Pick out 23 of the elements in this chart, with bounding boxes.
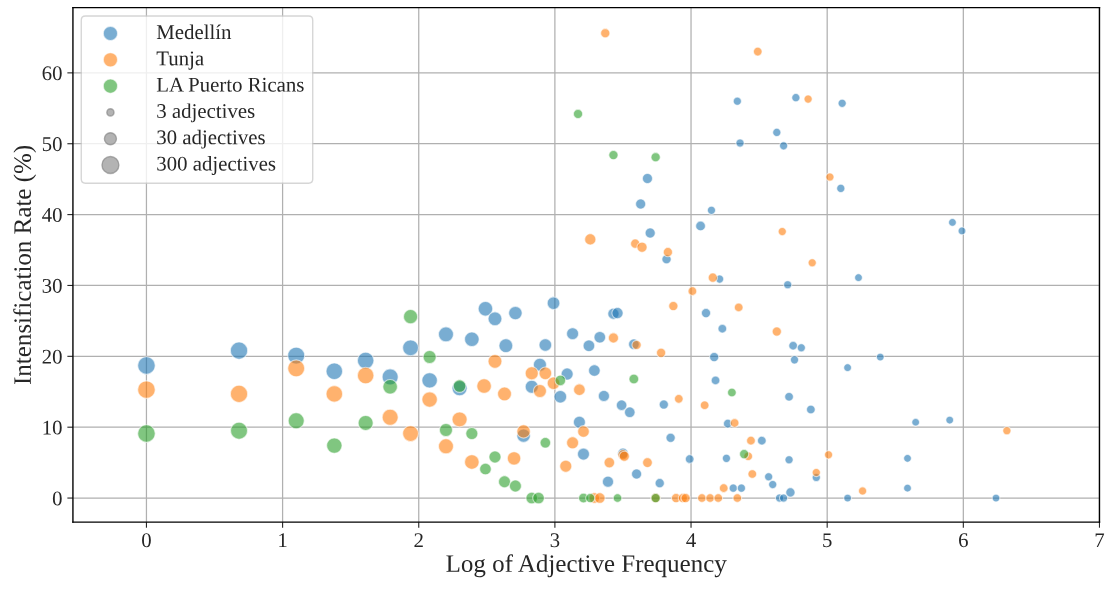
y-axis-title: Intensification Rate (%) xyxy=(13,145,37,385)
y-tick-label: 20 xyxy=(42,349,62,364)
x-tick-label: 4 xyxy=(686,533,696,548)
legend-label: 3 adjectives xyxy=(157,103,255,123)
y-tick-label: 0 xyxy=(52,491,62,506)
legend-label: LA Puerto Ricans xyxy=(156,77,304,92)
y-tick-label: 40 xyxy=(42,207,62,223)
x-tick-label: 3 xyxy=(550,533,560,548)
y-tick-label: 10 xyxy=(43,420,62,435)
x-tick-label: 5 xyxy=(823,533,832,548)
y-tick-label: 60 xyxy=(42,66,62,81)
x-axis-title: Log of Adjective Frequency xyxy=(446,554,727,578)
legend-label: 300 adjectives xyxy=(157,156,276,175)
y-tick-label: 30 xyxy=(42,278,62,293)
x-tick-label: 6 xyxy=(959,533,968,548)
legend-label: 30 adjectives xyxy=(157,129,265,149)
legend-label: Tunja xyxy=(156,51,204,70)
x-tick-label: 1 xyxy=(279,533,287,548)
x-tick-label: 0 xyxy=(142,533,151,548)
y-tick-label: 50 xyxy=(42,137,62,152)
x-tick-label: 7 xyxy=(1095,533,1105,548)
x-tick-label: 2 xyxy=(414,533,423,548)
legend-label: Medellín xyxy=(156,24,232,40)
